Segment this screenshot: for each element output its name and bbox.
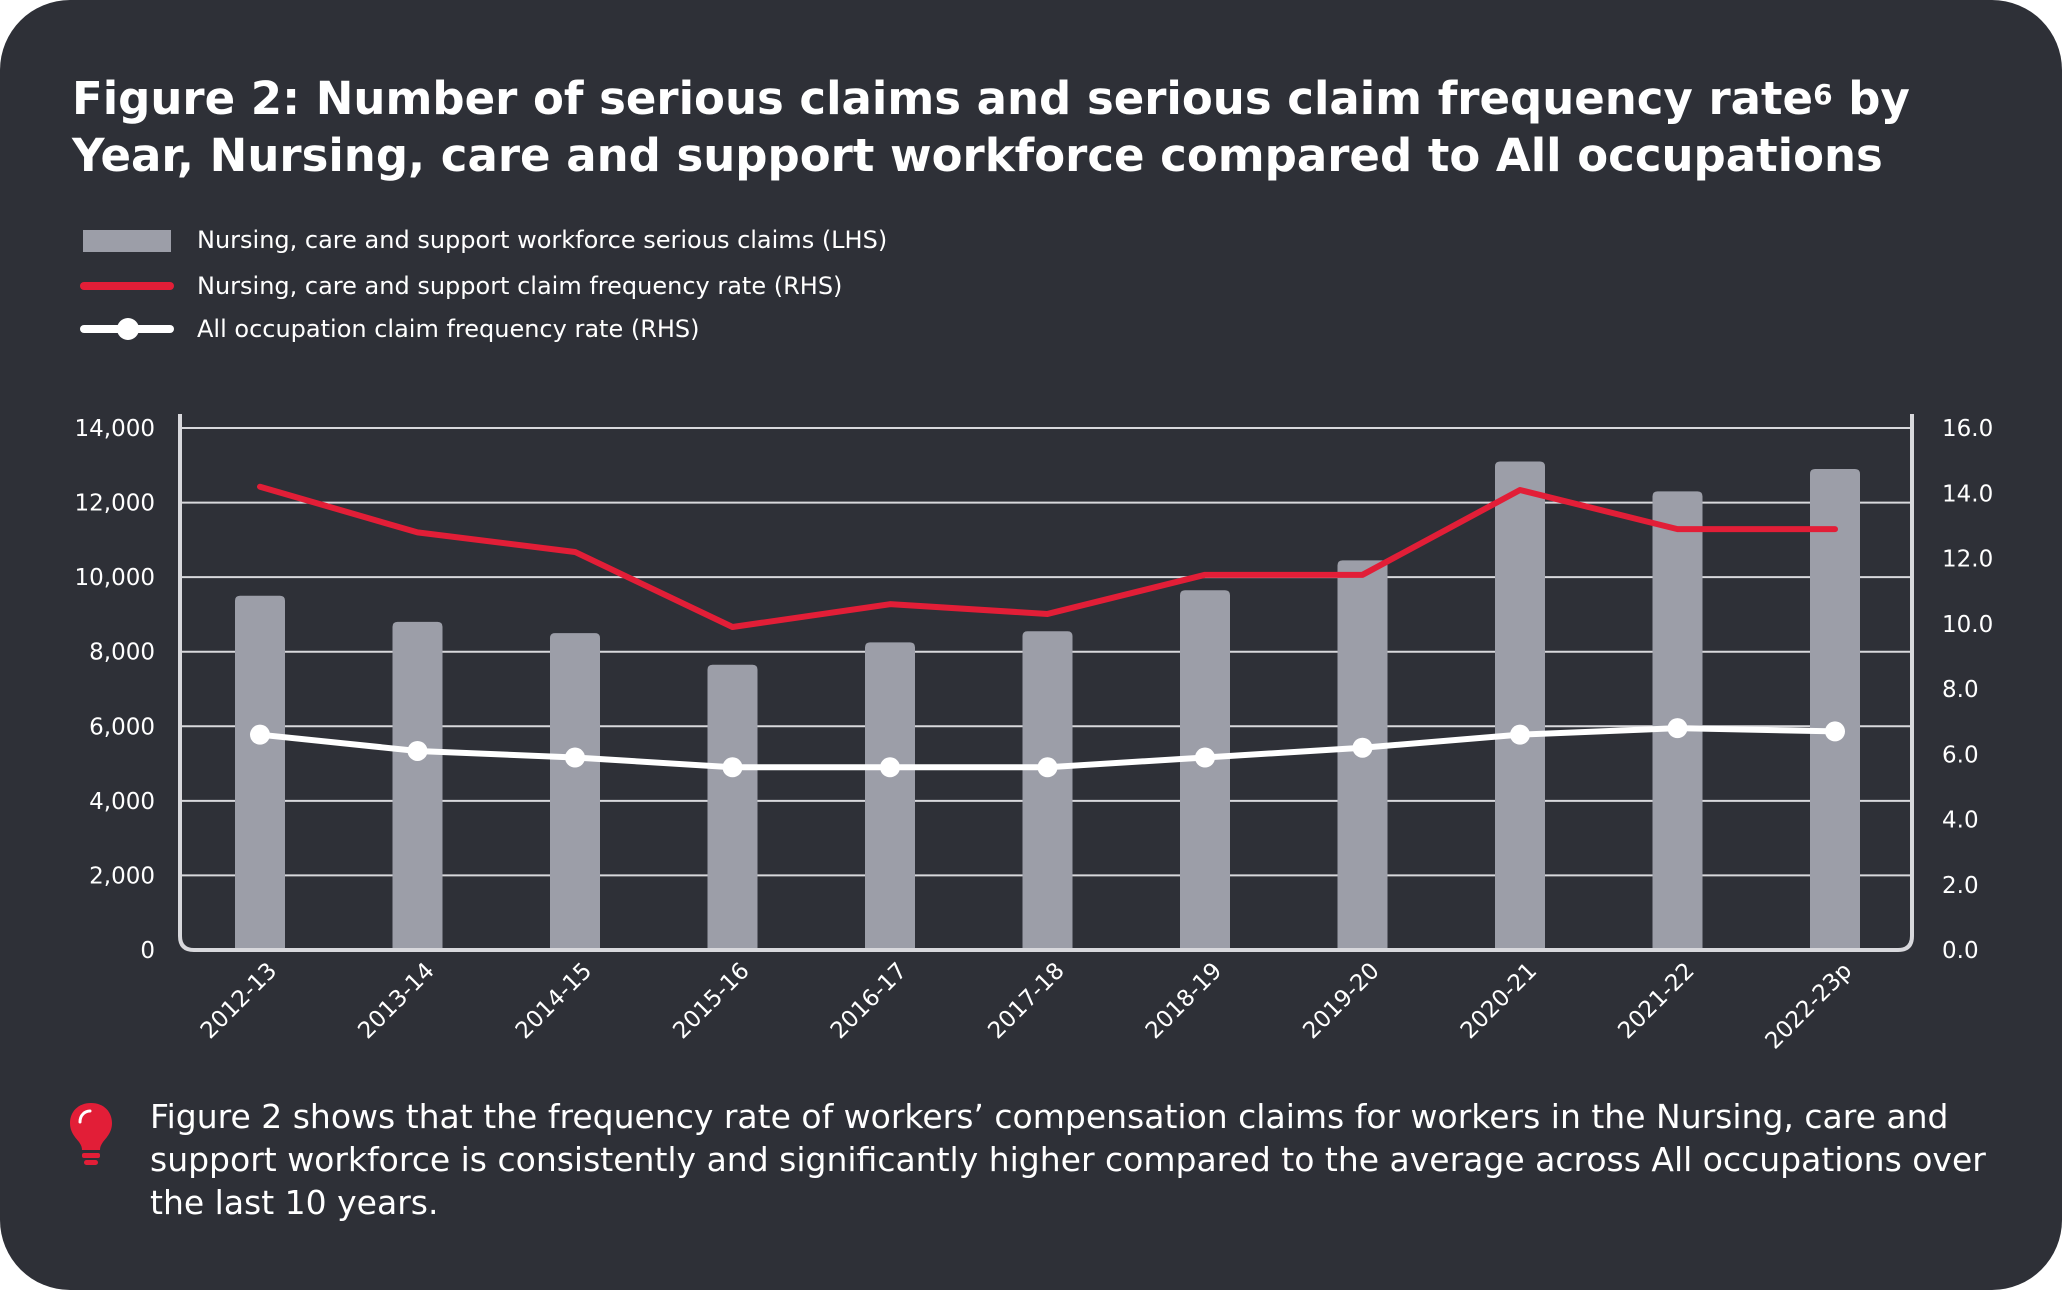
line-series [250,483,1845,778]
all-occupation-rate-marker [1037,757,1058,778]
right-axis-tick-label: 0.0 [1942,938,1979,964]
category-tick-label: 2018-19 [1141,958,1227,1044]
figure-title: Figure 2: Number of serious claims and s… [72,70,2012,184]
bar [1022,631,1073,950]
legend-label: All occupation claim frequency rate (RHS… [197,315,700,343]
category-tick-label: 2016-17 [826,958,912,1044]
bar [235,595,285,950]
legend-swatch-marker [117,318,139,340]
all-occupation-rate-marker [407,740,428,761]
right-axis-tick-label: 10.0 [1942,612,1993,638]
category-tick-label: 2017-18 [983,958,1069,1044]
right-axis-tick-label: 4.0 [1942,808,1979,834]
legend-item-all-occupation-rate: All occupation claim frequency rate (RHS… [80,309,1080,349]
title-text: Figure 2: Number of serious claims and s… [72,72,1814,125]
all-occupation-rate-marker [1352,737,1373,758]
right-axis-tick-label: 2.0 [1942,873,1979,899]
bar [1810,469,1860,950]
bar-series [235,461,1860,950]
right-axis-tick-label: 6.0 [1942,742,1979,768]
legend-swatch-red-line [80,282,174,290]
legend-label: Nursing, care and support workforce seri… [197,226,888,254]
right-axis-tick-label: 16.0 [1942,416,1993,442]
lightbulb-icon [70,1103,112,1165]
left-axis-tick-label: 14,000 [75,416,155,442]
title-text-tail: by Year, Nursing, care and support workf… [72,72,1910,182]
category-tick-label: 2019-20 [1298,958,1384,1044]
bar [707,664,758,950]
category-tick-label: 2014-15 [511,958,597,1044]
legend-item-serious-claims: Nursing, care and support workforce seri… [80,220,1080,260]
figure-note: Figure 2 shows that the frequency rate o… [150,1097,1986,1222]
all-occupation-rate-marker [1510,724,1530,745]
left-axis-tick-label: 0 [140,938,155,964]
category-tick-label: 2013-14 [353,958,439,1044]
all-occupation-rate-marker [1195,747,1215,768]
category-tick-label: 2020-21 [1456,958,1542,1044]
category-tick-label: 2015-16 [668,958,754,1044]
all-occupation-rate-marker [1667,718,1688,739]
all-occupation-rate-marker [250,724,270,745]
nursing-rate-line [257,483,1838,631]
legend-swatch-bar [83,230,171,252]
legend-label: Nursing, care and support claim frequenc… [197,272,843,300]
bar [1495,461,1545,950]
bar [1180,590,1230,950]
right-axis-tick-label: 14.0 [1942,481,1993,507]
left-axis-tick-label: 12,000 [75,491,155,517]
left-axis-tick-label: 6,000 [89,714,155,740]
category-tick-label: 2021-22 [1613,958,1699,1044]
bar [550,633,600,950]
bar [865,642,915,950]
right-axis-tick-label: 12.0 [1942,547,1993,573]
all-occupation-rate-marker [1825,721,1845,742]
title-footnote-marker: 6 [1813,78,1833,111]
bar [392,621,443,950]
legend-item-nursing-rate: Nursing, care and support claim frequenc… [80,266,1080,306]
left-axis-tick-label: 10,000 [75,565,155,591]
left-axis-tick-label: 4,000 [89,789,155,815]
plot-frame [178,414,1914,952]
all-occupation-rate-marker [565,747,585,768]
all-occupation-rate-marker [722,757,743,778]
all-occupation-rate-marker [880,757,900,778]
category-tick-label: 2012-13 [196,958,282,1044]
left-axis-tick-label: 2,000 [89,863,155,889]
right-axis-tick-label: 8.0 [1942,677,1979,703]
plot-frame-line [178,414,1914,952]
category-tick-label: 2022-23p [1761,958,1858,1055]
left-axis-tick-label: 8,000 [89,640,155,666]
